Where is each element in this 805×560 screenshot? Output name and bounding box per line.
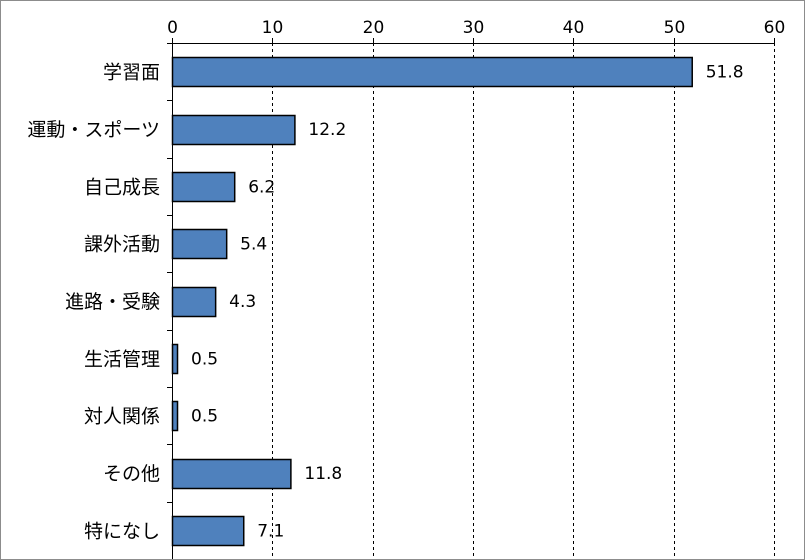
category-label-8: その他 [103,463,160,485]
x-tick-label-20: 20 [363,18,385,38]
x-tick-label-0: 0 [167,18,178,38]
data-label-2: 12.2 [308,120,346,140]
category-label-4: 課外活動 [84,234,160,256]
x-tick-label-60: 60 [764,18,786,38]
x-tick-label-40: 40 [563,18,585,38]
bar-8 [171,458,292,490]
category-label-2: 運動・スポーツ [27,119,160,141]
data-label-8: 11.8 [304,464,342,484]
data-label-3: 6.2 [248,177,275,197]
bar-6 [171,343,179,375]
bar-4 [171,228,228,260]
bar-7 [171,400,179,432]
bar-3 [171,171,236,203]
data-label-9: 7.1 [257,521,284,541]
category-label-3: 自己成長 [84,176,160,198]
bar-5 [171,286,217,318]
category-label-6: 生活管理 [84,348,160,370]
category-label-5: 進路・受験 [65,291,160,313]
category-label-9: 特になし [84,520,160,542]
bar-2 [171,114,296,146]
axes: 0 10 20 30 40 50 60 [167,18,785,559]
data-label-1: 51.8 [706,63,744,83]
labels: 学習面 51.8 運動・スポーツ 12.2 自己成長 6.2 課外活動 5.4 進路・受験 4.3… [27,62,743,543]
x-tick-label-50: 50 [664,18,686,38]
data-label-6: 0.5 [191,349,218,369]
x-tick-label-10: 10 [262,18,284,38]
category-label-7: 対人関係 [84,406,160,428]
category-label-1: 学習面 [103,62,160,84]
gridlines [272,43,775,559]
data-label-5: 4.3 [229,292,256,312]
data-label-7: 0.5 [191,407,218,427]
bar-9 [171,515,245,547]
data-label-4: 5.4 [240,235,267,255]
bars [171,56,693,547]
bar-1 [171,56,693,88]
x-tick-label-30: 30 [463,18,485,38]
